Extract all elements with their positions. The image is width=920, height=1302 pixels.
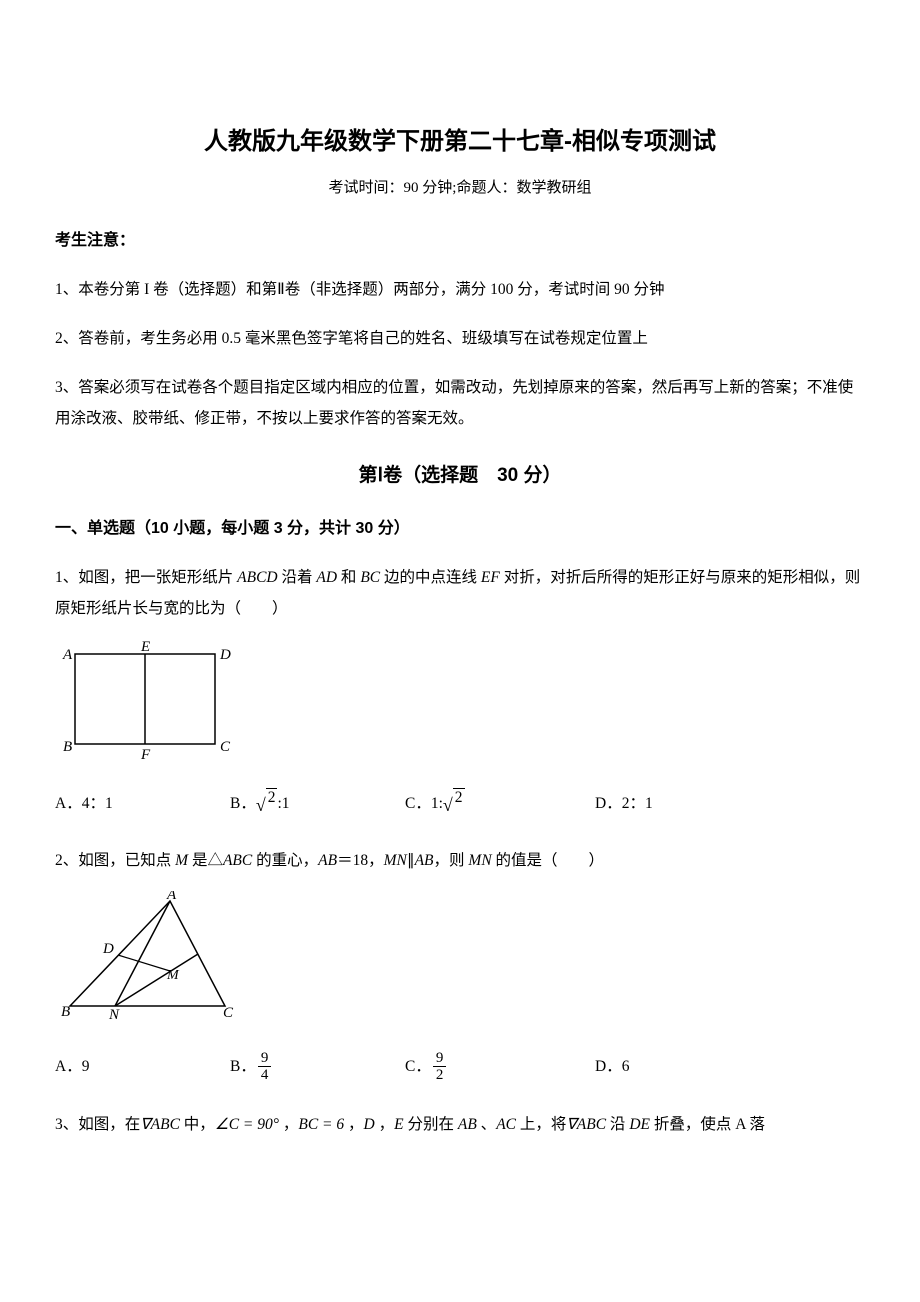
q3-d: D [364,1116,375,1133]
q2-m6: 的值是（ ） [492,852,604,869]
q2-option-a: A．9 [55,1053,230,1081]
fig1-F: F [140,747,151,759]
q2-m: M [175,852,188,869]
q3-e: E [394,1116,403,1133]
q2-m4: ∥ [407,852,415,869]
q2-c-den: 2 [433,1066,447,1084]
fig2-N: N [108,1007,120,1021]
q1-m1: 沿着 [278,569,317,586]
q1-option-b: B．√2:1 [230,788,405,820]
question-1-figure: A B C D E F [55,639,865,770]
fig1-C: C [220,739,231,755]
notice-header: 考生注意： [55,227,865,256]
q1-bc: BC [360,569,380,586]
q2-pre: 2、如图，已知点 [55,852,175,869]
q1-opt-d-val: 2：1 [622,790,653,818]
q1-m2: 和 [337,569,360,586]
q2-mn2: MN [468,852,491,869]
q1-opt-c-pre: 1: [431,790,443,818]
q3-angle: ∠C = 90° [215,1116,279,1133]
q1-option-a: A．4：1 [55,790,230,818]
q1-opt-a-val: 4：1 [82,790,113,818]
fig2-C: C [223,1005,234,1021]
q3-vabc1: ∇ABC [140,1116,180,1133]
q3-m5: 分别在 [404,1116,458,1133]
q3-pre: 3、如图，在 [55,1116,140,1133]
q1-abcd: ABCD [237,569,277,586]
q1-opt-b-suf: :1 [277,790,289,818]
notice-item-1: 1、本卷分第 I 卷（选择题）和第Ⅱ卷（非选择题）两部分，满分 100 分，考试… [55,274,865,305]
fig2-B: B [61,1004,70,1020]
q2-b-num: 9 [258,1050,272,1067]
q1-ad: AD [316,569,337,586]
q1-opt-b-sqrt: 2 [266,788,278,808]
q1-pre: 1、如图，把一张矩形纸片 [55,569,237,586]
q3-m6: 、 [477,1116,496,1133]
q2-option-b: B．94 [230,1050,405,1084]
q2-abc: ABC [223,852,252,869]
q3-bc: BC = 6 [298,1116,344,1133]
question-1-text: 1、如图，把一张矩形纸片 ABCD 沿着 AD 和 BC 边的中点连线 EF 对… [55,562,865,624]
fig2-A: A [166,891,177,903]
q3-m8: 沿 [606,1116,629,1133]
q2-m2: 的重心， [252,852,318,869]
q3-de: DE [629,1116,650,1133]
fig1-E: E [140,639,150,655]
q2-option-d: D．6 [595,1053,735,1081]
q1-opt-c-sqrt: 2 [453,788,465,808]
page-title: 人教版九年级数学下册第二十七章-相似专项测试 [55,120,865,163]
q2-ab2: AB [415,852,434,869]
q3-m4: ， [375,1116,394,1133]
question-2-text: 2、如图，已知点 M 是△ABC 的重心，AB＝18，MN∥AB，则 MN 的值… [55,845,865,876]
fig2-M: M [166,968,180,983]
question-2-figure: A B C D M N [55,891,865,1032]
q1-ef: EF [481,569,500,586]
notice-item-3: 3、答案必须写在试卷各个题目指定区域内相应的位置，如需改动，先划掉原来的答案，然… [55,372,865,434]
q2-ab: AB [318,852,337,869]
q1-option-c: C．1:√2 [405,788,595,820]
q3-m2: ， [279,1116,298,1133]
question-1-options: A．4：1 B．√2:1 C．1:√2 D．2：1 [55,788,865,820]
q1-m3: 边的中点连线 [380,569,481,586]
q3-m9: 折叠，使点 A 落 [650,1116,765,1133]
section1-title: 第Ⅰ卷（选择题 30 分） [55,459,865,493]
part1-title: 一、单选题（10 小题，每小题 3 分，共计 30 分） [55,515,865,544]
q2-opt-d-val: 6 [622,1053,630,1081]
notice-item-2: 2、答卷前，考生务必用 0.5 毫米黑色签字笔将自己的姓名、班级填写在试卷规定位… [55,323,865,354]
q2-c-num: 9 [433,1050,447,1067]
q2-m5: ，则 [434,852,469,869]
q2-mn: MN [384,852,407,869]
q3-m7: 上，将 [516,1116,566,1133]
q3-m1: 中， [180,1116,215,1133]
q3-vabc2: ∇ABC [566,1116,606,1133]
q2-option-c: C．92 [405,1050,595,1084]
fig2-D: D [102,941,114,957]
q2-b-den: 4 [258,1066,272,1084]
question-3-text: 3、如图，在∇ABC 中，∠C = 90° ，BC = 6 ，D ，E 分别在 … [55,1109,865,1140]
q3-ac: AC [496,1116,516,1133]
fig1-A: A [62,647,73,663]
sub-title: 考试时间：90 分钟;命题人：数学教研组 [55,175,865,202]
q3-ab: AB [458,1116,477,1133]
q2-m1: 是△ [188,852,223,869]
q3-m3: ， [344,1116,363,1133]
q1-option-d: D．2：1 [595,790,735,818]
q2-opt-a-val: 9 [82,1053,90,1081]
fig1-B: B [63,739,72,755]
question-2-options: A．9 B．94 C．92 D．6 [55,1050,865,1084]
q2-m3: ＝18， [337,852,384,869]
fig1-D: D [219,647,231,663]
